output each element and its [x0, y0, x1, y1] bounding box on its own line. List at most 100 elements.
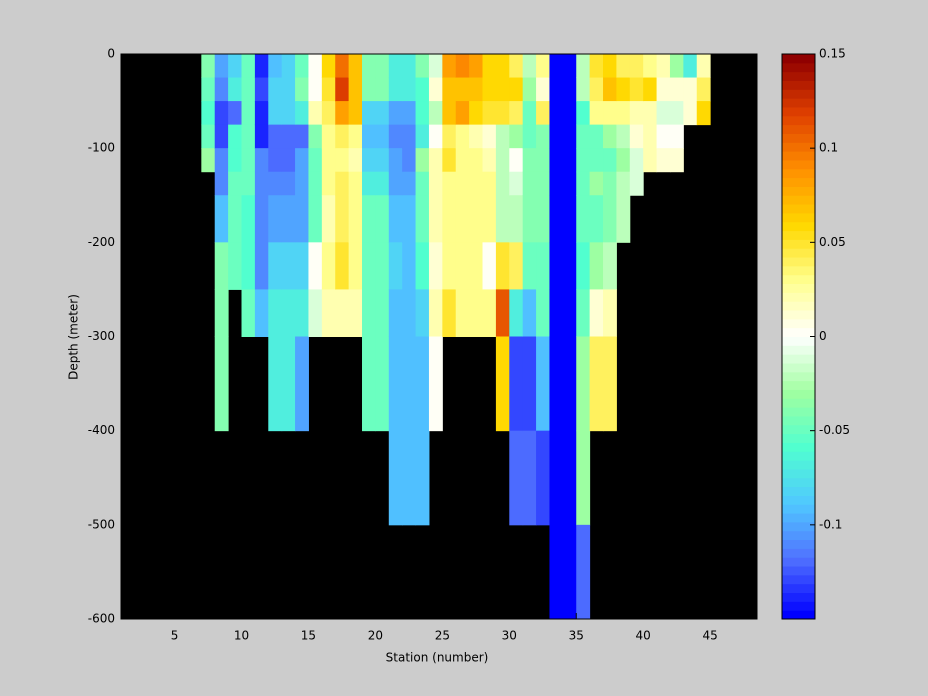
heat-cell [375, 101, 390, 126]
heat-cell [375, 242, 390, 290]
heat-cell [562, 430, 577, 526]
heat-cell [375, 195, 390, 243]
heat-cell [603, 242, 617, 290]
heat-cell [415, 124, 430, 149]
heat-cell [241, 195, 256, 243]
heat-cell [576, 54, 591, 79]
heat-cell [415, 77, 430, 102]
colorbar-swatch [782, 601, 815, 611]
colorbar-swatch [782, 362, 815, 373]
heat-cell [589, 336, 604, 432]
heat-cell [536, 101, 550, 126]
heat-cell [495, 148, 510, 173]
heat-cell [536, 336, 550, 432]
heat-cell [669, 148, 684, 173]
x-tick-label: 15 [301, 629, 316, 643]
heat-cell [576, 524, 591, 620]
heat-cell [683, 101, 698, 126]
heat-cell [402, 54, 417, 79]
x-axis-label: Station (number) [386, 651, 489, 665]
heat-cell [509, 289, 524, 337]
colorbar-swatch [782, 54, 815, 64]
heat-cell [241, 101, 256, 126]
heat-cell [589, 195, 604, 243]
heat-cell [214, 171, 229, 196]
heat-cell [214, 242, 229, 290]
heat-cell [549, 77, 564, 102]
heat-cell [562, 124, 577, 149]
heat-cell [629, 54, 644, 79]
heat-cell [268, 171, 283, 196]
heat-cell [281, 54, 296, 79]
x-tick-label: 45 [702, 629, 717, 643]
x-tick-label: 40 [636, 629, 651, 643]
heat-cell [228, 242, 243, 290]
colorbar-swatch [782, 513, 815, 523]
heat-cell [388, 289, 403, 337]
heat-cell [522, 336, 537, 432]
heat-cell [603, 148, 617, 173]
heat-cell [308, 171, 323, 196]
heat-cell [428, 336, 443, 432]
colorbar-swatch [782, 380, 815, 390]
heat-cell [576, 430, 591, 526]
colorbar-swatch [782, 460, 815, 470]
y-axis-label: Depth (meter) [67, 294, 81, 380]
heat-cell [214, 101, 229, 126]
heat-cell [509, 148, 524, 173]
heat-cell [495, 242, 510, 290]
heat-cell [281, 101, 296, 126]
heat-cell [482, 289, 497, 337]
colorbar-swatch [782, 292, 815, 302]
heat-cell [375, 336, 390, 432]
heat-cell [214, 148, 229, 173]
colorbar-swatch [782, 124, 815, 134]
heat-cell [295, 242, 309, 290]
heat-cell [589, 54, 604, 79]
heat-cell [442, 148, 457, 173]
heat-cell [576, 77, 591, 102]
heat-cell [629, 101, 644, 126]
heat-cell [669, 77, 684, 102]
heat-cell [509, 124, 524, 149]
heat-cell [482, 124, 497, 149]
heat-cell [482, 171, 497, 196]
heat-cell [388, 124, 403, 149]
heat-cell [522, 124, 537, 149]
colorbar-swatch [782, 477, 815, 488]
heat-cell [428, 124, 443, 149]
heat-cell [388, 148, 403, 173]
heat-cell [241, 54, 256, 79]
colorbar-swatch [782, 504, 815, 514]
y-tick-label: -500 [88, 517, 115, 531]
colorbar-swatch [782, 574, 815, 585]
heat-cell [522, 430, 537, 526]
colorbar-swatch [782, 71, 815, 81]
heat-cell [402, 430, 417, 526]
heat-cell [335, 289, 350, 337]
heat-cell [241, 148, 256, 173]
heat-cell [348, 148, 363, 173]
heat-cell [388, 171, 403, 196]
heat-cell [482, 101, 497, 126]
heat-cell [669, 101, 684, 126]
heat-cell [509, 77, 524, 102]
heat-cell [469, 101, 484, 126]
heat-cell [268, 195, 283, 243]
heat-cell [402, 101, 417, 126]
heat-cell [656, 124, 671, 149]
colorbar-swatch [782, 115, 815, 126]
heat-cell [415, 242, 430, 290]
heat-cell [375, 124, 390, 149]
heat-cell [268, 101, 283, 126]
heat-cell [362, 124, 376, 149]
heat-cell [656, 101, 671, 126]
heat-cell [522, 242, 537, 290]
heat-cell [295, 148, 309, 173]
heat-cell [643, 77, 658, 102]
colorbar-swatch [782, 610, 815, 620]
colorbar-swatch [782, 248, 815, 258]
colorbar-swatch [782, 301, 815, 311]
heat-cell [616, 77, 631, 102]
heat-cell [455, 148, 470, 173]
